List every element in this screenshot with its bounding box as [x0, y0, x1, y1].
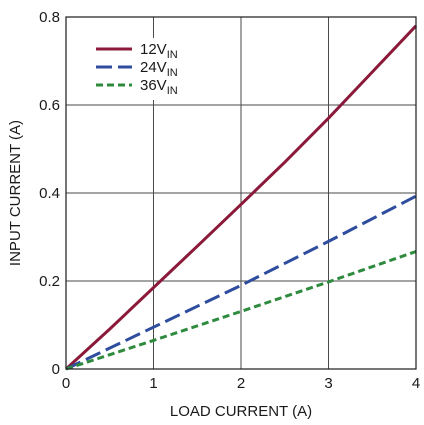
x-tick-label: 3: [324, 375, 332, 392]
x-tick-label: 4: [412, 375, 420, 392]
x-tick-label: 0: [62, 375, 70, 392]
x-tick-label: 1: [149, 375, 157, 392]
y-axis-title: INPUT CURRENT (A): [7, 120, 24, 266]
y-tick-label: 0.2: [39, 273, 60, 290]
y-tick-labels: 0 0.2 0.4 0.6 0.8: [39, 9, 60, 378]
y-tick-label: 0: [52, 361, 60, 378]
series-line-3: [65, 250, 417, 371]
x-tick-labels: 0 1 2 3 4: [62, 375, 420, 392]
y-tick-label: 0.4: [39, 185, 60, 202]
x-tick-label: 2: [237, 375, 245, 392]
series-layer: [64, 24, 418, 371]
y-tick-label: 0.6: [39, 97, 60, 114]
plot-frame: [65, 16, 417, 370]
x-axis-title: LOAD CURRENT (A): [170, 403, 312, 420]
series-line-1: [64, 24, 418, 371]
y-tick-label: 0.8: [39, 9, 60, 26]
